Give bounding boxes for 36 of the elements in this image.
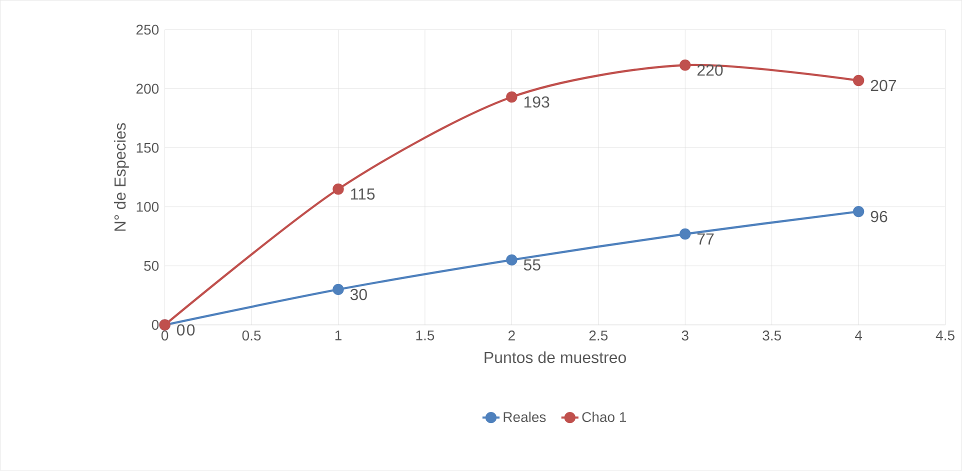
data-label: 193	[524, 96, 550, 108]
x-axis-title: Puntos de muestreo	[484, 352, 626, 364]
x-tick-label: 3.5	[762, 330, 781, 341]
point	[506, 254, 518, 266]
y-tick-label: 0	[152, 320, 159, 330]
y-tick-label: 200	[136, 84, 159, 94]
point	[332, 284, 344, 296]
data-label: 115	[351, 188, 375, 200]
legend-label: Chao 1	[582, 412, 626, 422]
y-tick-label: 100	[136, 202, 159, 212]
x-tick-label: 0	[161, 330, 168, 341]
x-tick-label: 2.5	[589, 330, 608, 341]
point	[332, 184, 344, 195]
data-label: 220	[697, 64, 723, 76]
x-tick-label: 3	[682, 330, 688, 341]
y-tick-label: 250	[136, 24, 159, 35]
y-tick-label: 150	[136, 142, 159, 153]
x-tick-label: 1.5	[416, 330, 434, 341]
x-tick-label: 2	[508, 330, 515, 341]
point	[852, 75, 864, 86]
x-tick-label: 4	[854, 330, 862, 340]
y-axis-title: N° de Especies	[114, 123, 129, 231]
data-label: 55	[524, 260, 540, 271]
point	[852, 206, 864, 218]
point	[680, 228, 691, 240]
point	[506, 92, 518, 103]
point	[680, 60, 691, 71]
data-label: 30	[350, 288, 367, 300]
legend-label: Reales	[504, 412, 546, 422]
x-tick-label: 0.5	[242, 330, 261, 341]
x-tick-label: 4.5	[936, 330, 954, 341]
data-label: 77	[697, 234, 714, 245]
data-label: 207	[870, 80, 896, 92]
x-tick-label: 1	[335, 330, 342, 340]
y-tick-label: 50	[144, 261, 159, 271]
data-label: 96	[870, 211, 888, 222]
